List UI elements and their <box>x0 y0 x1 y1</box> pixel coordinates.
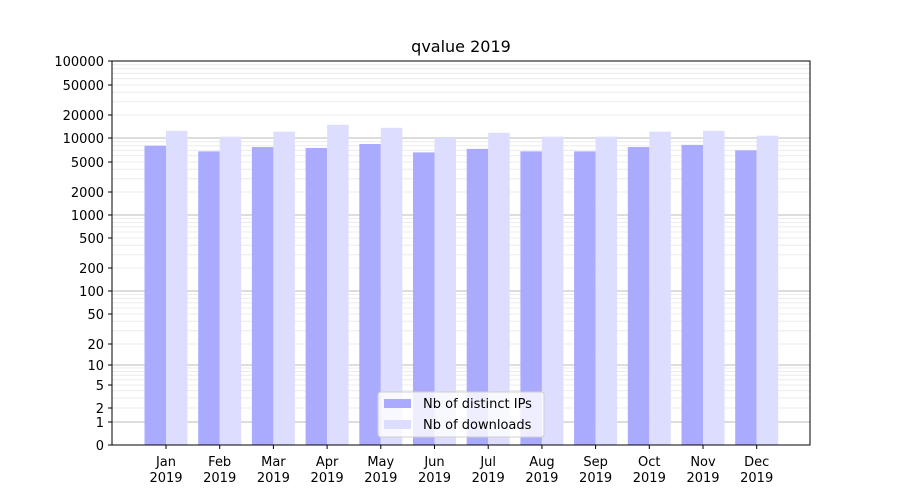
y-tick-label: 500 <box>79 232 104 247</box>
y-tick-label: 50 <box>87 308 104 323</box>
bar-downloads <box>703 130 725 445</box>
y-tick-label: 5000 <box>71 156 104 171</box>
chart-title: qvalue 2019 <box>411 37 511 56</box>
bar-downloads <box>434 138 456 445</box>
y-tick-label: 10 <box>87 359 104 374</box>
bar-downloads <box>488 132 510 446</box>
bar-distinct-ips <box>466 148 489 445</box>
y-tick-label: 0 <box>96 439 104 454</box>
x-tick-label: May 2019 <box>364 455 397 486</box>
bar-distinct-ips <box>735 150 757 445</box>
bar-distinct-ips <box>251 147 274 445</box>
bar-distinct-ips <box>413 152 435 445</box>
y-tick-label: 20 <box>87 338 104 353</box>
bar-distinct-ips <box>305 147 328 445</box>
y-tick-label: 5 <box>96 379 104 394</box>
bar-downloads <box>166 130 188 445</box>
y-tick-label: 100000 <box>54 55 104 70</box>
bar-distinct-ips <box>144 145 166 446</box>
y-tick-label: 10000 <box>63 132 104 147</box>
bar-downloads <box>756 135 779 446</box>
legend-box <box>377 391 545 438</box>
bar-distinct-ips <box>574 151 596 445</box>
y-tick-label: 1 <box>96 416 104 431</box>
x-tick-label: Sep 2019 <box>579 455 612 486</box>
bar-downloads <box>380 127 403 445</box>
y-tick-label: 2 <box>96 402 104 417</box>
legend-label: Nb of distinct IPs <box>423 397 532 412</box>
y-tick-label: 2000 <box>71 186 104 201</box>
y-tick-label: 100 <box>79 285 104 300</box>
bar-downloads <box>273 131 295 445</box>
bar-distinct-ips <box>627 147 650 445</box>
y-tick-label: 200 <box>79 262 104 277</box>
bar-downloads <box>649 131 671 445</box>
y-tick-label: 50000 <box>63 79 104 94</box>
bar-downloads <box>327 124 349 445</box>
legend: Nb of distinct IPs Nb of downloads <box>377 391 545 438</box>
legend-label: Nb of downloads <box>423 418 532 433</box>
bar-downloads <box>541 136 564 445</box>
x-tick-label: Oct 2019 <box>633 455 666 486</box>
bar-downloads <box>595 136 618 445</box>
legend-swatch <box>384 420 411 429</box>
y-tick-label: 20000 <box>63 109 104 124</box>
x-tick-label: Feb 2019 <box>203 455 236 486</box>
bar-distinct-ips <box>198 151 220 445</box>
x-tick-label: Aug 2019 <box>525 455 558 486</box>
x-tick-label: Dec 2019 <box>740 455 773 486</box>
bar-distinct-ips <box>520 151 542 445</box>
x-tick-label: Jan 2019 <box>149 455 182 486</box>
legend-swatch <box>384 399 411 408</box>
bar-distinct-ips <box>681 144 703 445</box>
x-tick-label: Apr 2019 <box>311 455 344 486</box>
bar-distinct-ips <box>359 144 381 445</box>
y-tick-label: 1000 <box>71 209 104 224</box>
x-tick-label: Jul 2019 <box>472 455 505 486</box>
x-tick-label: Nov 2019 <box>686 455 719 486</box>
x-tick-label: Jun 2019 <box>418 455 451 486</box>
x-tick-label: Mar 2019 <box>257 455 290 486</box>
bar-downloads <box>219 136 242 445</box>
plot-frame <box>111 60 811 446</box>
